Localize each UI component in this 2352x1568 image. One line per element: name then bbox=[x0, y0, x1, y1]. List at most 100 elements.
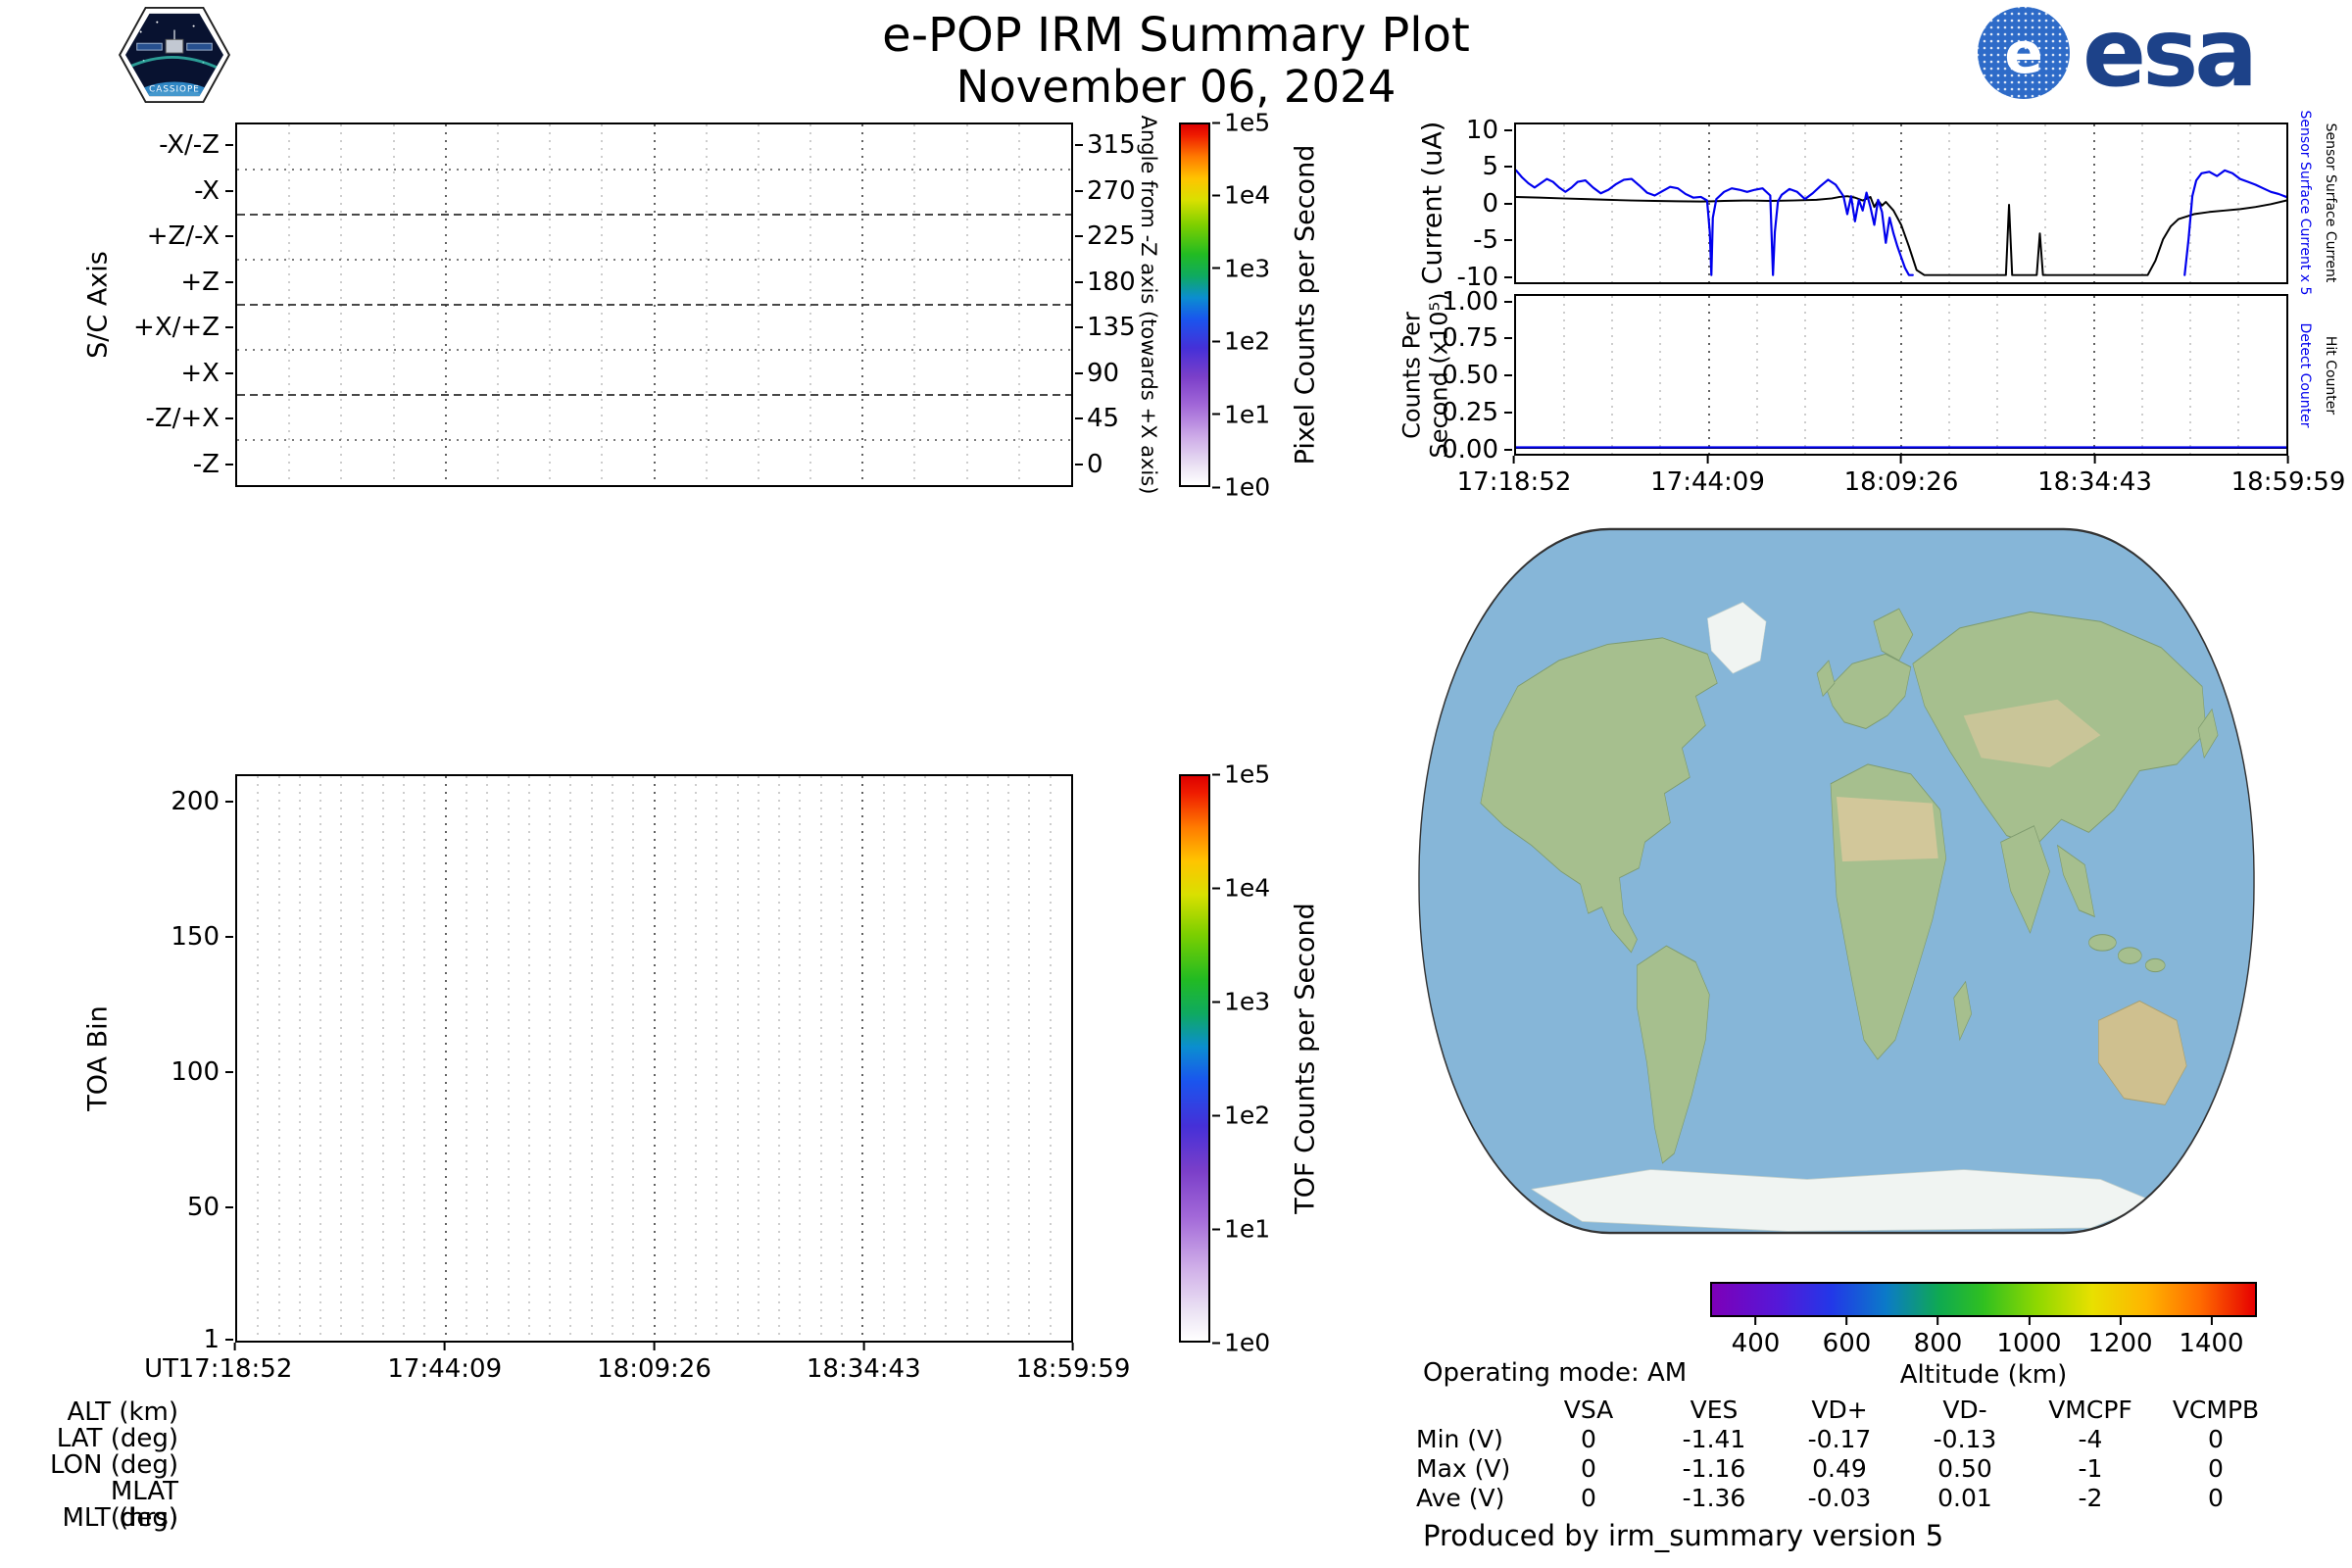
map-indonesia bbox=[2088, 934, 2117, 952]
gridline bbox=[695, 776, 698, 1341]
tick-label: 1e5 bbox=[1211, 108, 1271, 137]
tick-label: 18:59:59 bbox=[1015, 1343, 1131, 1384]
gridline bbox=[1007, 776, 1010, 1341]
gridline bbox=[903, 776, 906, 1341]
tick-label: -10 bbox=[1456, 262, 1513, 292]
esa-wordmark: esa bbox=[2082, 0, 2258, 108]
map-sahara bbox=[1837, 796, 1938, 862]
tick-label: 1e4 bbox=[1211, 180, 1271, 210]
map-europe bbox=[1826, 653, 1912, 729]
pixel-counts-colorbar-label: Pixel Counts per Second bbox=[1290, 144, 1321, 466]
gridline bbox=[237, 349, 1071, 351]
gridline bbox=[298, 776, 301, 1341]
esa-globe-icon: e bbox=[1978, 7, 2070, 99]
map-southeast-asia bbox=[2056, 844, 2095, 918]
table-cell: -0.17 bbox=[1807, 1425, 1872, 1453]
sensor-surface-current-label: Sensor Surface Current bbox=[2323, 122, 2338, 283]
tick-label: 45 bbox=[1074, 404, 1120, 434]
gridline bbox=[486, 776, 489, 1341]
ut-axis-label: UT bbox=[144, 1354, 178, 1384]
tick-label: 0 bbox=[1482, 188, 1512, 219]
map-british-isles bbox=[1816, 660, 1836, 698]
gridline bbox=[799, 776, 802, 1341]
satellite-icon bbox=[136, 29, 213, 54]
gridline bbox=[1755, 124, 1758, 282]
series-line bbox=[1516, 195, 2286, 276]
tick-label: 1e2 bbox=[1211, 326, 1271, 356]
hit-counter-label: Hit Counter bbox=[2323, 335, 2338, 416]
gridline bbox=[2236, 124, 2239, 282]
gridline bbox=[778, 776, 781, 1341]
gridline bbox=[2044, 124, 2047, 282]
sc-axis-category-ticks: -X/-Z -X +Z/-X +Z +X/+Z +X -Z/+X -Z bbox=[39, 122, 235, 487]
gridline bbox=[840, 776, 843, 1341]
tick-label: 1e2 bbox=[1211, 1101, 1271, 1130]
column-header: VCMPB bbox=[2172, 1396, 2260, 1424]
tick-label: -5 bbox=[1473, 225, 1512, 255]
gridline bbox=[653, 776, 656, 1341]
tick-label: 0.50 bbox=[1442, 361, 1512, 391]
column-header: VD+ bbox=[1811, 1396, 1868, 1424]
gridline bbox=[673, 776, 676, 1341]
ephemeris-row-label: MLAT (deg) bbox=[110, 1477, 178, 1533]
toa-bin-yticks: 200 150 100 50 1 bbox=[39, 774, 235, 1354]
table-cell: 0 bbox=[2208, 1484, 2224, 1512]
gridline bbox=[237, 169, 1071, 171]
gridline bbox=[1900, 124, 1902, 282]
gridline bbox=[2044, 296, 2047, 454]
page-title: e-POP IRM Summary Plot bbox=[882, 8, 1470, 63]
gridline bbox=[1900, 296, 1902, 454]
table-cell: 0.50 bbox=[1937, 1454, 1992, 1483]
gridline bbox=[986, 776, 989, 1341]
altitude-colorbar-ticks: 400 600 800 1000 1200 1400 bbox=[1710, 1317, 2257, 1358]
voltage-table: VSA VES VD+ VD- VMCPF VCMPB Min (V) 0 -1.41 -0.17… bbox=[1416, 1396, 2278, 1513]
tick-label: 1400 bbox=[2179, 1317, 2244, 1358]
tick-label: 1200 bbox=[2087, 1317, 2153, 1358]
column-header: VSA bbox=[1563, 1396, 1614, 1424]
gridline bbox=[1659, 296, 1662, 454]
tick-label: 5 bbox=[1482, 152, 1512, 181]
tick-label: 17:18:52 bbox=[177, 1343, 293, 1384]
table-cell: 0 bbox=[1581, 1425, 1596, 1453]
tick-label: 1e1 bbox=[1211, 1214, 1271, 1244]
table-cell: -0.13 bbox=[1933, 1425, 1997, 1453]
table-corner bbox=[1416, 1396, 1526, 1425]
gridline bbox=[277, 776, 280, 1341]
tick-label: 10 bbox=[1465, 115, 1513, 145]
table-cell: -1.36 bbox=[1682, 1484, 1746, 1512]
tick-label: 150 bbox=[171, 921, 233, 952]
row-label: Max (V) bbox=[1416, 1454, 1511, 1483]
table-cell: 0.01 bbox=[1937, 1484, 1992, 1512]
ephemeris-row-label: ALT (km) bbox=[67, 1397, 178, 1427]
gridline bbox=[507, 776, 510, 1341]
world-map-graphic bbox=[1418, 527, 2255, 1235]
tick-label: 1e3 bbox=[1211, 987, 1271, 1016]
gridline bbox=[423, 776, 426, 1341]
map-india bbox=[2000, 825, 2050, 934]
pixel-counts-colorbar bbox=[1179, 122, 1210, 487]
tick-label: 1000 bbox=[1996, 1317, 2062, 1358]
gridline bbox=[1755, 296, 1758, 454]
gridline bbox=[361, 776, 364, 1341]
tick-label: 200 bbox=[171, 786, 233, 816]
altitude-colorbar bbox=[1710, 1282, 2257, 1317]
gridline bbox=[819, 776, 822, 1341]
gridline bbox=[2236, 296, 2239, 454]
gridline bbox=[1563, 124, 1566, 282]
gridline bbox=[1803, 124, 1806, 282]
tick-label: +Z/-X bbox=[146, 221, 234, 252]
gridline bbox=[403, 776, 406, 1341]
sc-axis-angle-ticks: 315 270 225 180 135 90 45 0 bbox=[1073, 122, 1191, 487]
table-cell: 0 bbox=[2208, 1454, 2224, 1483]
table-cell: 0 bbox=[1581, 1484, 1596, 1512]
tick-label: 1e1 bbox=[1211, 400, 1271, 429]
cassiope-patch-graphic: CASSIOPE bbox=[118, 6, 231, 104]
tick-label: 1e5 bbox=[1211, 760, 1271, 789]
tick-label: 18:59:59 bbox=[2230, 456, 2346, 497]
detect-counter-label: Detect Counter bbox=[2297, 322, 2313, 428]
tick-label: 0.75 bbox=[1442, 323, 1512, 354]
tof-counts-colorbar bbox=[1179, 774, 1210, 1343]
current-plot bbox=[1514, 122, 2288, 284]
tick-label: 0.00 bbox=[1442, 434, 1512, 465]
